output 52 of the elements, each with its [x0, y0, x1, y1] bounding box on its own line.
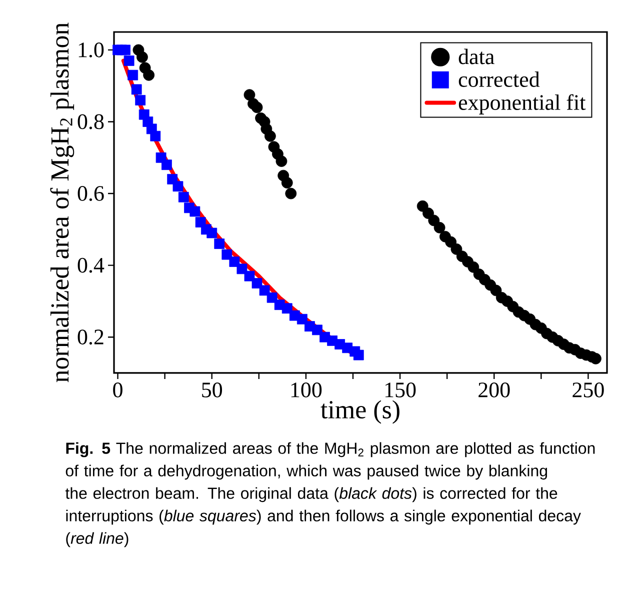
point: [236, 264, 248, 274]
point: [244, 270, 255, 282]
point: [244, 89, 256, 101]
point: [266, 292, 278, 303]
point: [259, 285, 270, 296]
point: [251, 102, 263, 114]
text: Fig. 5 The normalized areas of the MgH$_{2}$ plasmon are plotted as function of time for a dehydrogenation, which was paused twice by blanking the electron beam. The original data (black dots) is corrected for the interruptions (blue squares) and then follows a single exponential decay (red line): [65, 442, 595, 548]
point: [161, 160, 172, 170]
point: [206, 228, 218, 238]
point: [281, 177, 293, 188]
point: [135, 95, 146, 106]
point: [120, 44, 130, 56]
point: [296, 314, 308, 324]
point: [282, 303, 292, 314]
point: [172, 181, 184, 192]
y-tick-label: 0.6: [78, 186, 104, 201]
point: [285, 188, 297, 200]
point: [214, 238, 225, 249]
point: [434, 222, 446, 234]
x-tick-label: 100: [291, 382, 322, 398]
legend-label: data: [458, 48, 494, 64]
x-tick-label: 250: [572, 382, 604, 398]
point: [490, 284, 502, 296]
point: [178, 192, 189, 202]
point: [264, 130, 276, 142]
y-tick-label: 0.8: [78, 114, 104, 130]
point: [229, 256, 240, 267]
point: [590, 352, 602, 364]
x-axis-title: time (s): [320, 400, 400, 424]
point: [124, 56, 134, 66]
point: [131, 84, 142, 95]
x-tick-label: 50: [202, 382, 222, 398]
y-tick-label: 1.0: [78, 42, 104, 58]
point: [222, 249, 232, 260]
point: [128, 70, 138, 80]
legend-label: exponential fit: [458, 94, 586, 114]
x-tick-label: 200: [478, 382, 510, 398]
point: [136, 51, 148, 63]
point: [450, 243, 462, 255]
x-tick-label: 150: [385, 382, 416, 398]
point: [150, 130, 161, 142]
x-tick-label: 0: [113, 382, 122, 398]
y-tick-label: 0.2: [78, 330, 104, 345]
point: [276, 156, 288, 167]
point: [312, 324, 322, 336]
y-tick-label: 0.4: [78, 258, 104, 273]
point: [416, 200, 428, 212]
legend-label: corrected: [458, 72, 540, 87]
point: [353, 350, 364, 360]
point: [143, 69, 155, 81]
point: [190, 206, 200, 217]
y-axis-title: normalized area of MgH$_{2}$ plasmon: [50, 22, 74, 382]
